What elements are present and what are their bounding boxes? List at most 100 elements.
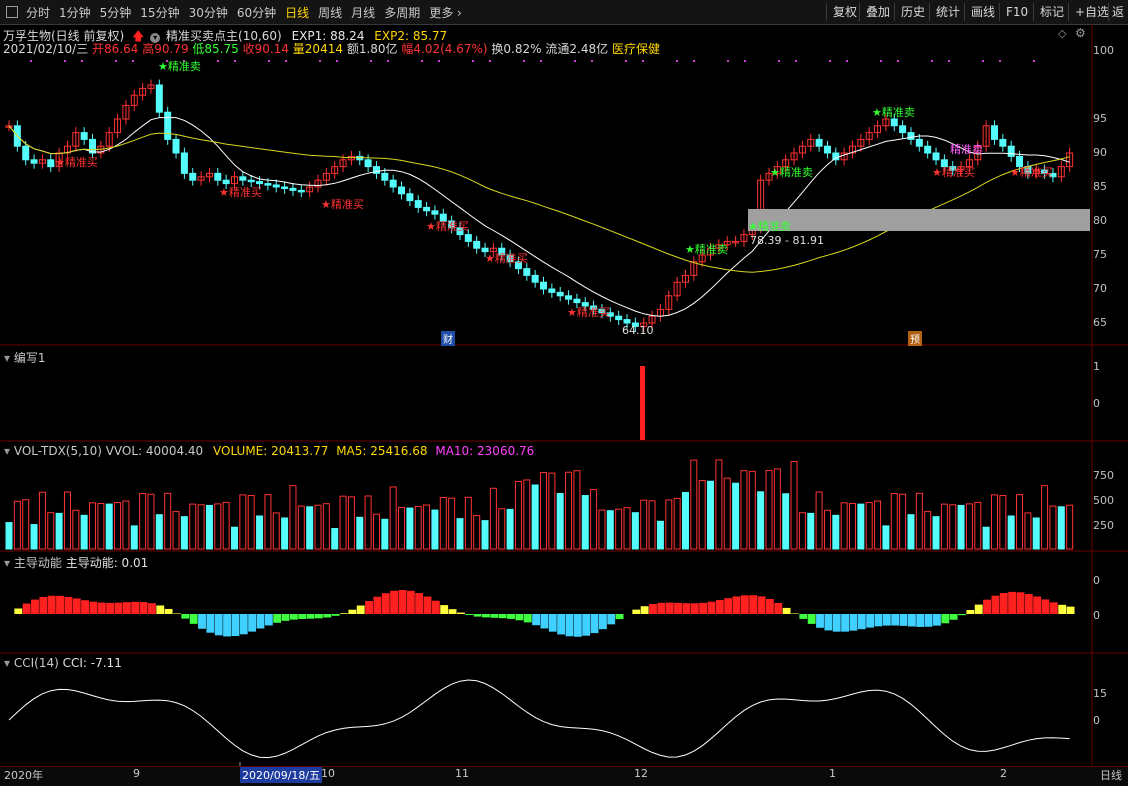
buy-signal-label: ★精准买 xyxy=(219,184,262,200)
volume-bar xyxy=(891,494,897,549)
volume-bar xyxy=(515,481,521,549)
volume-bar xyxy=(741,471,747,549)
top-dot xyxy=(846,60,848,62)
power-bar xyxy=(824,614,832,630)
volume-bar xyxy=(499,509,505,549)
x-axis-label: 10 xyxy=(321,767,335,780)
candle-body xyxy=(474,241,480,248)
volume-bar xyxy=(908,515,914,549)
power-bar xyxy=(1025,594,1033,614)
volume-bar xyxy=(340,496,346,549)
candle-body xyxy=(566,296,572,299)
volume-bar xyxy=(733,483,739,549)
power-bar xyxy=(390,591,398,614)
top-dot xyxy=(982,60,984,62)
top-dot xyxy=(285,60,287,62)
volume-bar xyxy=(507,509,513,549)
power-bar xyxy=(298,614,306,619)
power-bar xyxy=(582,614,590,636)
power-bar xyxy=(357,606,365,614)
buy-signal-label: ★精准买 xyxy=(321,196,364,212)
panel-dropdown-icon[interactable]: ▾ xyxy=(4,656,10,670)
power-bar xyxy=(515,614,523,620)
power-bar xyxy=(282,614,290,621)
volume-bar xyxy=(73,510,79,549)
period-label: 日线 xyxy=(1100,767,1122,783)
top-dot xyxy=(642,60,644,62)
power-bar xyxy=(566,614,574,636)
volume-bar xyxy=(749,471,755,549)
volume-bar xyxy=(332,529,338,549)
volume-bar xyxy=(424,505,430,549)
volume-bar xyxy=(674,498,680,549)
power-bar xyxy=(81,600,89,614)
power-bar xyxy=(407,591,415,614)
power-bar xyxy=(532,614,540,625)
cci-panel-title: ▾ CCI(14) CCI: -7.11 xyxy=(4,656,122,670)
forecast-marker[interactable]: 预 xyxy=(908,331,922,346)
cursor-date-label: 2020/09/18/五 xyxy=(240,767,322,783)
support-zone xyxy=(748,209,1090,231)
top-dot xyxy=(948,60,950,62)
volume-bar xyxy=(557,494,563,549)
top-dot xyxy=(778,60,780,62)
power-bar xyxy=(499,614,507,618)
power-bar xyxy=(482,614,490,617)
panel-dropdown-icon[interactable]: ▾ xyxy=(4,444,10,458)
volume-bar xyxy=(582,496,588,549)
power-bar xyxy=(474,614,482,617)
volume-bar xyxy=(223,502,229,549)
volume-bar xyxy=(883,526,889,549)
top-dot xyxy=(438,60,440,62)
volume-bar xyxy=(724,478,730,549)
power-bar xyxy=(449,609,457,614)
volume-bar xyxy=(365,496,371,549)
power-bar xyxy=(257,614,265,629)
volume-bar xyxy=(791,461,797,549)
volume-bar xyxy=(399,507,405,549)
power-bar xyxy=(457,613,465,614)
candle-body xyxy=(290,188,296,190)
top-dot xyxy=(81,60,83,62)
power-value: 主导动能: 0.01 xyxy=(66,556,149,570)
power-bar xyxy=(716,600,724,614)
volume-bar xyxy=(799,513,805,549)
power-bar xyxy=(699,603,707,614)
power-bar xyxy=(866,614,874,628)
candle-body xyxy=(215,173,221,180)
power-bar xyxy=(64,597,72,614)
panel-dropdown-icon[interactable]: ▾ xyxy=(4,556,10,570)
volume-bar xyxy=(432,510,438,549)
volume-bar xyxy=(641,500,647,549)
power-bar xyxy=(883,614,891,626)
power-bar xyxy=(541,614,549,628)
candle-body xyxy=(298,190,304,192)
x-axis-label: 2 xyxy=(1000,767,1007,780)
power-bar xyxy=(39,597,47,614)
buy-signal-label: ★精准买 xyxy=(426,218,469,234)
panel-dropdown-icon[interactable]: ▾ xyxy=(4,351,10,365)
candle-body xyxy=(282,187,288,189)
power-bar xyxy=(1042,599,1050,614)
finance-marker[interactable]: 财 xyxy=(441,331,455,346)
volume-bar xyxy=(541,472,547,549)
power-bar xyxy=(231,614,239,636)
volume-bar xyxy=(699,481,705,549)
vol-ma5-value: MA5: 25416.68 xyxy=(336,444,427,458)
volume-bar xyxy=(532,485,538,549)
candle-body xyxy=(925,146,931,153)
volume-bar xyxy=(875,501,881,549)
candle-body xyxy=(574,299,580,302)
volume-bar xyxy=(240,495,246,549)
write-panel-title: ▾ 编写1 xyxy=(4,349,46,366)
candle-body xyxy=(173,139,179,153)
power-bar xyxy=(248,614,256,632)
volume-bar xyxy=(657,521,663,549)
volume-bar xyxy=(156,515,162,549)
top-dot xyxy=(132,60,134,62)
power-bar xyxy=(273,614,281,623)
power-bar xyxy=(165,609,173,614)
vol-ma10-value: MA10: 23060.76 xyxy=(435,444,534,458)
candle-body xyxy=(1000,139,1006,146)
